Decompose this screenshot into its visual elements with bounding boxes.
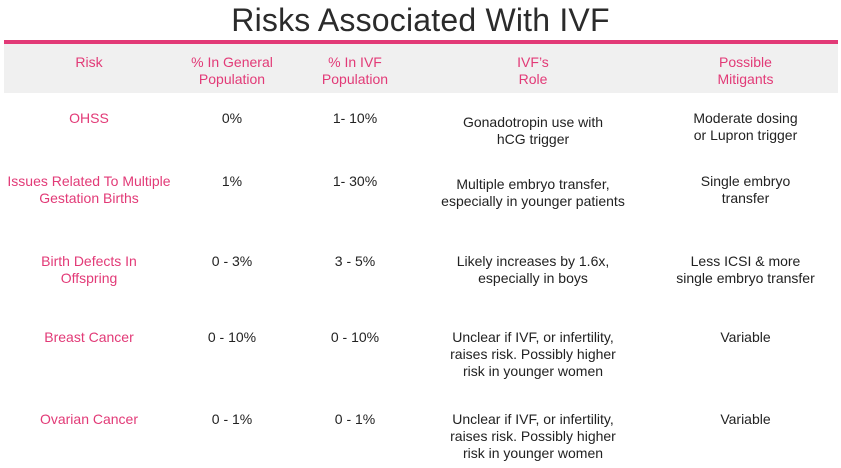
row-3-risk: Birth Defects In Offspring <box>41 253 137 286</box>
table-header <box>4 44 838 93</box>
header-ivf-role: IVF’s Role <box>517 54 549 87</box>
page-title: Risks Associated With IVF <box>231 2 610 38</box>
row-3-role: Likely increases by 1.6x, especially in … <box>456 253 610 286</box>
row-2-risk: Issues Related To Multiple Gestation Bir… <box>7 173 171 206</box>
header-general-population: % In General Population <box>191 54 273 87</box>
row-3-ivf: 3 - 5% <box>334 253 376 269</box>
row-1-general: 0% <box>221 110 243 126</box>
row-1-risk: OHSS <box>69 110 109 126</box>
header-ivf-population: % In IVF Population <box>321 54 389 87</box>
title-divider <box>4 40 838 44</box>
row-4-ivf: 0 - 10% <box>330 329 380 345</box>
header-possible-mitigants: Possible Mitigants <box>717 54 774 87</box>
row-5-role: Unclear if IVF, or infertility, raises r… <box>450 411 616 461</box>
row-5-risk: Ovarian Cancer <box>39 411 139 427</box>
row-1-role: Gonadotropin use with hCG trigger <box>462 114 604 147</box>
row-4-mitigants: Variable <box>720 329 771 345</box>
row-3-general: 0 - 3% <box>211 253 253 269</box>
row-4-general: 0 - 10% <box>207 329 257 345</box>
row-2-role: Multiple embryo transfer, especially in … <box>441 176 625 209</box>
row-2-mitigants: Single embryo transfer <box>700 173 791 206</box>
row-4-risk: Breast Cancer <box>44 329 134 345</box>
row-5-ivf: 0 - 1% <box>334 411 376 427</box>
row-5-general: 0 - 1% <box>211 411 253 427</box>
row-1-ivf: 1- 10% <box>332 110 378 126</box>
row-4-role: Unclear if IVF, or infertility, raises r… <box>450 329 616 379</box>
row-2-ivf: 1- 30% <box>332 173 378 189</box>
header-risk: Risk <box>75 54 103 70</box>
row-3-mitigants: Less ICSI & more single embryo transfer <box>676 253 815 286</box>
row-1-mitigants: Moderate dosing or Lupron trigger <box>693 110 798 143</box>
row-5-mitigants: Variable <box>720 411 771 427</box>
row-2-general: 1% <box>221 173 243 189</box>
